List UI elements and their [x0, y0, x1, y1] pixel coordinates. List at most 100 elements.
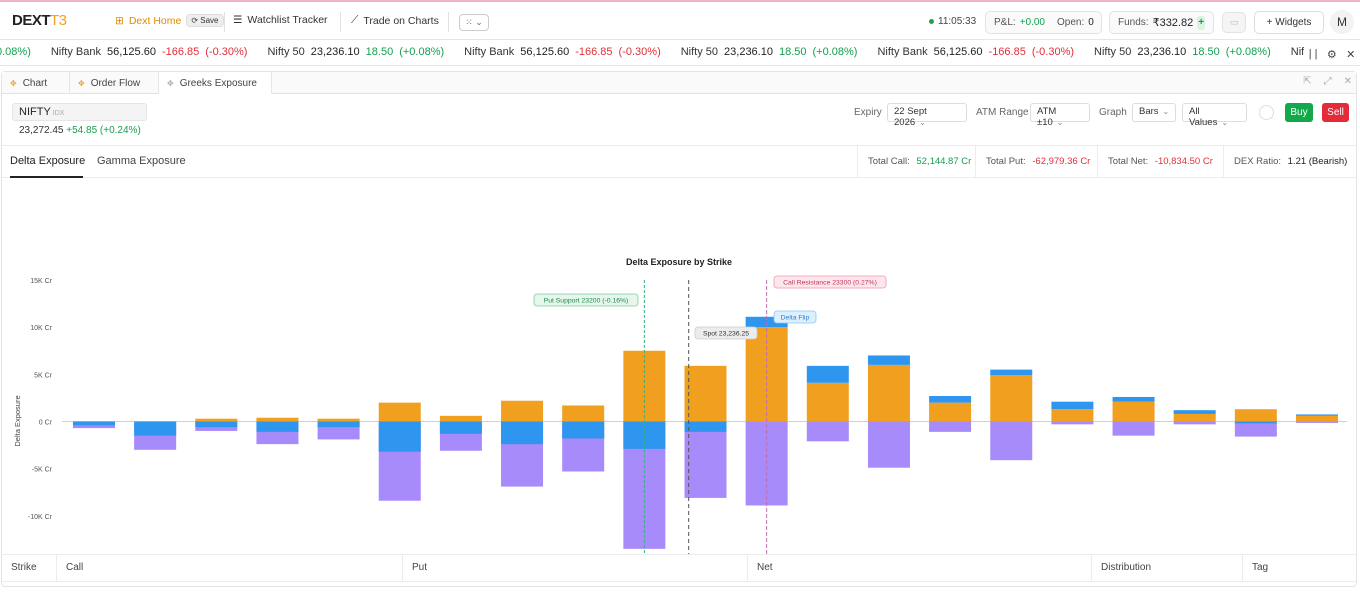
ticker-pct: 0.08%) — [0, 46, 31, 58]
ticker-change: -166.85 — [988, 46, 1026, 58]
buy-button[interactable]: Buy — [1285, 103, 1313, 122]
spot-tag-box — [694, 326, 758, 340]
ticker-item[interactable]: 0.08%) — [0, 46, 37, 58]
graph-type-select[interactable]: Bars ⌄ — [1132, 103, 1176, 122]
column-header-distribution[interactable]: Distribution — [1091, 555, 1242, 582]
chevron-down-icon: ⌄ — [1162, 107, 1170, 116]
symbol-search[interactable]: NIFTY IDX — [12, 103, 147, 121]
drag-handle-icon[interactable]: ✥ — [10, 78, 17, 88]
monitor-icon[interactable]: ▭ — [1222, 12, 1246, 33]
call-exposure-bar — [317, 418, 360, 422]
net-exposure-bar — [1234, 421, 1277, 424]
call-exposure-bar — [501, 400, 544, 422]
tab-gamma-exposure[interactable]: Gamma Exposure — [97, 155, 186, 167]
total-call-stat: Total Call: 52,144.87 Cr — [857, 146, 975, 177]
symbol-name: NIFTY — [19, 106, 51, 118]
save-label: Save — [200, 16, 219, 25]
total-net-label: Total Net: — [1108, 156, 1149, 167]
ticker-item[interactable]: Nifty Bank 56,125.60 -166.85 (-0.30%) — [877, 46, 1080, 58]
column-header-tag[interactable]: Tag — [1242, 555, 1356, 582]
column-header-put[interactable]: Put — [402, 555, 747, 582]
values-filter-select[interactable]: All Values ⌄ — [1182, 103, 1247, 128]
home-grid-icon: ⊞ — [115, 14, 124, 27]
total-put-value: -62,979.36 Cr — [1032, 156, 1091, 167]
drag-handle-icon[interactable]: ✥ — [78, 78, 85, 88]
expiry-select[interactable]: 22 Sept 2026 ⌄ — [887, 103, 967, 128]
total-put-label: Total Put: — [986, 156, 1026, 167]
tab-greeks-exposure[interactable]: ✥ Greeks Exposure — [159, 72, 272, 94]
buy-label: Buy — [1290, 107, 1308, 118]
top-bar: DEXTT3 ⊞ Dext Home ⟳ Save ☰ Watchlist Tr… — [0, 0, 1360, 40]
call-exposure-bar — [1234, 409, 1277, 422]
drag-handle-icon[interactable]: ✥ — [167, 78, 174, 88]
funds-pill[interactable]: Funds: ₹332.82 + — [1109, 11, 1214, 34]
put-exposure-bar — [1112, 421, 1155, 436]
call-exposure-bar — [1112, 401, 1155, 422]
y-tick-label: 0 Cr — [39, 420, 53, 427]
dex-ratio-stat: DEX Ratio: 1.21 (Bearish) — [1223, 146, 1356, 177]
close-icon[interactable]: ✕ — [1343, 76, 1352, 87]
ticker-item[interactable]: Nifty Bank 56,125.60 -166.85 (-0.30%) — [51, 46, 254, 58]
funds-label: Funds: — [1118, 17, 1149, 28]
atm-range-select[interactable]: ATM ±10 ⌄ — [1030, 103, 1090, 128]
spot-tag: Spot 23,236.25 — [703, 331, 749, 338]
active-tab-underline — [10, 176, 83, 178]
ticker-item[interactable]: Nifty 50 23,236.10 18.50 (+0.08%) — [1094, 46, 1277, 58]
save-button[interactable]: ⟳ Save — [186, 14, 224, 27]
total-put-stat: Total Put: -62,979.36 Cr — [975, 146, 1097, 177]
tab-order-flow[interactable]: ✥ Order Flow — [70, 72, 159, 94]
call-exposure-bar — [439, 415, 482, 422]
ticker-change: -166.85 — [575, 46, 613, 58]
nav-trade-on-charts[interactable]: ⟋ Trade on Charts — [351, 14, 439, 27]
nav-watchlist-tracker[interactable]: ☰ Watchlist Tracker — [233, 14, 328, 26]
tab-chart[interactable]: ✥ Chart — [2, 72, 70, 94]
avatar[interactable]: M — [1330, 10, 1354, 34]
expiry-value: 22 Sept 2026 — [894, 106, 927, 128]
popout-icon[interactable]: ⇱ — [1303, 76, 1312, 87]
greeks-panel: ✥ Chart ✥ Order Flow ✥ Greeks Exposure ⇱… — [1, 71, 1357, 587]
put-exposure-bar — [1173, 421, 1216, 425]
pnl-value: +0.00 — [1019, 17, 1045, 28]
call-exposure-bar — [562, 405, 605, 422]
symbol-price: 23,272.45 — [19, 125, 64, 136]
put-exposure-bar — [990, 421, 1033, 461]
tab-label: Order Flow — [90, 77, 141, 89]
nav-dext-home[interactable]: ⊞ Dext Home ⟳ Save — [115, 14, 224, 27]
settings-icon[interactable]: ⚙ — [1326, 48, 1337, 61]
brand-logo[interactable]: DEXTT3 — [12, 12, 67, 29]
column-header-net[interactable]: Net — [747, 555, 1091, 582]
widgets-button[interactable]: + Widgets — [1254, 11, 1324, 34]
ticker-item[interactable]: Nifty Bank 56,125.60 -166.85 (-0.30%) — [464, 46, 667, 58]
net-exposure-bar — [929, 396, 972, 403]
open-label: Open: — [1057, 17, 1085, 28]
pause-icon[interactable]: | | — [1308, 48, 1318, 60]
tab-delta-exposure[interactable]: Delta Exposure — [10, 155, 86, 167]
ticker-item[interactable]: Nifty 50 23,236.10 18.50 (+0.08%) — [267, 46, 450, 58]
ticker-pct: (+0.08%) — [1225, 46, 1271, 58]
refresh-icon[interactable] — [1259, 105, 1274, 120]
ticker-pct: (-0.30%) — [1031, 46, 1075, 58]
dex-ratio-value: 1.21 (Bearish) — [1287, 156, 1348, 167]
expand-icon[interactable]: ⤢ — [1323, 76, 1332, 87]
column-header-call[interactable]: Call — [56, 555, 402, 582]
close-icon[interactable]: ✕ — [1346, 48, 1356, 61]
ticker-item[interactable]: Nifty 50 23,236.10 18.50 (+0.08%) — [681, 46, 864, 58]
add-funds-icon[interactable]: + — [1197, 15, 1205, 30]
values-filter-value: All Values — [1189, 106, 1218, 128]
put-exposure-bar — [867, 421, 910, 468]
pnl-pill[interactable]: P&L: +0.00 Open: 0 — [985, 11, 1102, 34]
call-exposure-bar — [195, 418, 238, 422]
net-exposure-bar — [439, 421, 482, 434]
layout-dropdown-button[interactable]: ⁙ ⌄ — [459, 14, 489, 31]
net-exposure-bar — [990, 369, 1033, 376]
column-header-strike[interactable]: Strike — [2, 555, 56, 582]
divider — [224, 12, 225, 32]
chevron-down-icon: ⌄ — [919, 118, 926, 127]
ticker-change: 18.50 — [778, 46, 807, 58]
net-exposure-bar — [1112, 396, 1155, 402]
net-exposure-bar — [1173, 410, 1216, 414]
sell-button[interactable]: Sell — [1322, 103, 1349, 122]
ticker-price: 56,125.60 — [520, 46, 570, 58]
call-exposure-bar — [806, 382, 849, 422]
delta-flip-tag-box — [773, 310, 817, 324]
